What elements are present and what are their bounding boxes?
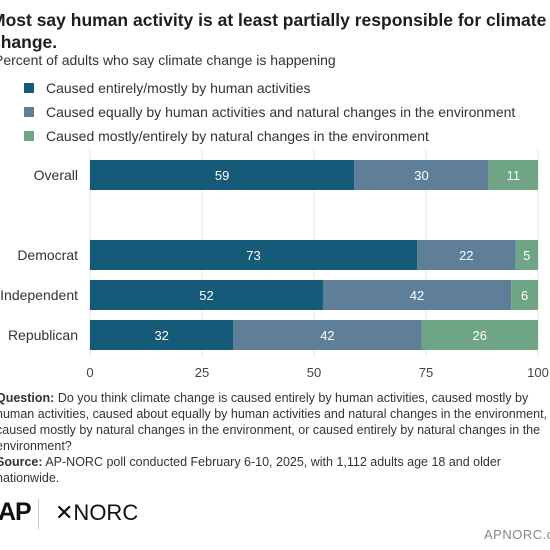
x-tick-label-0: 0 [86,365,93,380]
chart-notes: Question: Do you think climate change is… [0,390,550,486]
category-label-independent: Independent [0,287,78,303]
bar-republican-series-2 [421,320,538,350]
legend-label-natural: Caused mostly/entirely by natural change… [46,128,429,144]
stacked-bar-chart: Overall 59 30 11 Democrat 73 22 5 Independent 52 4… [0,150,549,380]
legend-swatch-human [24,83,34,93]
question-label: Question: [0,391,55,405]
source-label: Source: [0,455,43,469]
bar-republican-series-0 [90,320,234,350]
category-label-democrat: Democrat [17,247,78,263]
legend-swatch-natural [24,131,34,141]
data-label-independent-series-1: 42 [410,288,424,303]
data-label-independent-series-0: 52 [199,288,213,303]
x-tick-label-75: 75 [419,365,433,380]
bar-overall-series-2 [488,160,538,190]
bar-overall-series-0 [90,160,355,190]
x-tick-label-25: 25 [195,365,209,380]
site-link[interactable]: APNORC.org [484,527,550,542]
data-label-democrat-series-1: 22 [459,248,473,263]
bar-democrat-series-1 [417,240,516,270]
data-label-overall-series-2: 11 [507,168,521,183]
bar-independent-series-2 [511,280,538,310]
source-note: Source: AP-NORC poll conducted February … [0,454,550,486]
data-label-independent-series-2: 6 [521,288,528,303]
legend-label-equal: Caused equally by human activities and n… [46,104,516,120]
ap-logo: AP [0,498,32,526]
bar-overall-series-1 [354,160,489,190]
data-label-democrat-series-0: 73 [246,248,260,263]
chart-title: Most say human activity is at least part… [0,10,547,52]
bar-democrat-series-0 [90,240,418,270]
data-label-democrat-series-2: 5 [523,248,530,263]
bar-independent-series-1 [322,280,512,310]
legend-label-human: Caused entirely/mostly by human activiti… [46,80,311,96]
bar-republican-series-1 [233,320,422,350]
norc-logo: ✕NORC [55,500,139,525]
data-label-republican-series-1: 42 [320,328,334,343]
question-text: Do you think climate change is caused en… [0,391,548,453]
question-note: Question: Do you think climate change is… [0,390,550,454]
source-text: AP-NORC poll conducted February 6-10, 20… [0,455,501,485]
data-label-overall-series-1: 30 [414,168,428,183]
logo-divider [38,499,39,529]
legend-swatch-equal [24,107,34,117]
bar-democrat-series-2 [515,240,538,270]
chart-subtitle: Percent of adults who say climate change… [0,52,336,68]
data-label-overall-series-0: 59 [215,168,229,183]
data-label-republican-series-0: 32 [154,328,168,343]
x-tick-label-50: 50 [307,365,321,380]
category-label-republican: Republican [8,327,78,343]
bar-independent-series-0 [90,280,323,310]
data-label-republican-series-2: 26 [473,328,487,343]
category-label-overall: Overall [34,167,78,183]
x-tick-label-100: 100 [527,365,549,380]
